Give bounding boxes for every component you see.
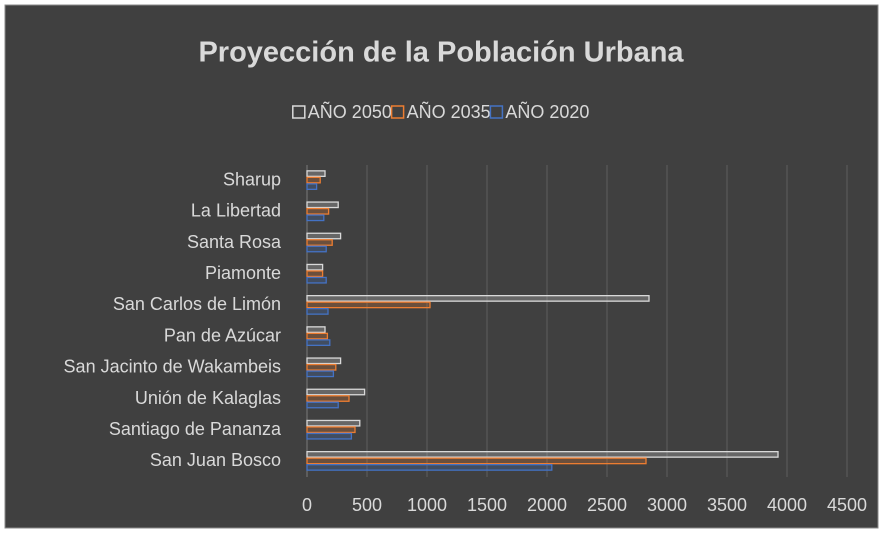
x-tick-label: 2500	[587, 495, 627, 515]
chart-title: Proyección de la Población Urbana	[198, 37, 684, 69]
x-tick-label: 0	[302, 495, 312, 515]
legend-label: AÑO 2050	[308, 101, 392, 122]
legend-swatch	[292, 105, 306, 119]
x-tick-label: 500	[352, 495, 382, 515]
bar	[306, 294, 650, 302]
y-tick-label: Santa Rosa	[187, 232, 282, 252]
bar	[306, 276, 327, 284]
x-tick-label: 1000	[407, 495, 447, 515]
y-tick-label: Sharup	[223, 169, 281, 189]
bar	[306, 332, 329, 340]
bar	[306, 183, 318, 191]
y-tick-label: Santiago de Pananza	[109, 419, 282, 439]
x-tick-label: 2000	[527, 495, 567, 515]
bar	[306, 419, 361, 427]
legend-swatch	[489, 105, 504, 119]
bar	[306, 263, 324, 271]
bar	[306, 245, 327, 253]
x-tick-label: 4500	[827, 495, 867, 515]
bar	[306, 326, 326, 334]
bar	[306, 357, 342, 365]
y-tick-label: Piamonte	[205, 263, 281, 283]
x-tick-label: 3500	[707, 495, 747, 515]
bar	[306, 201, 339, 209]
bar	[306, 463, 553, 471]
bar	[306, 401, 339, 409]
bar	[306, 239, 333, 246]
bar	[306, 395, 350, 402]
bar	[306, 370, 335, 378]
y-tick-label: San Juan Bosco	[150, 450, 281, 470]
bar	[306, 307, 329, 315]
y-tick-label: La Libertad	[191, 201, 281, 221]
bar	[306, 339, 331, 347]
y-tick-label: Pan de Azúcar	[164, 325, 281, 345]
x-tick-label: 4000	[767, 495, 807, 515]
bar	[306, 301, 431, 309]
y-tick-label: San Jacinto de Wakambeis	[64, 357, 281, 377]
bar	[306, 426, 356, 434]
y-tick-label: San Carlos de Limón	[113, 294, 281, 314]
chart-background	[4, 4, 879, 529]
legend-swatch	[390, 105, 405, 119]
bar	[306, 207, 330, 215]
bar	[306, 432, 353, 440]
bar	[306, 450, 779, 458]
bar	[306, 232, 342, 240]
legend-label: AÑO 2020	[505, 101, 589, 122]
bar	[306, 270, 324, 278]
bar	[306, 214, 325, 222]
bar	[306, 457, 647, 465]
y-tick-label: Unión de Kalaglas	[135, 388, 281, 408]
x-tick-label: 1500	[467, 495, 507, 515]
x-tick-label: 3000	[647, 495, 687, 515]
bar	[306, 170, 326, 178]
bar	[306, 388, 366, 396]
bar	[306, 363, 337, 371]
legend-label: AÑO 2035	[407, 101, 491, 122]
bar	[306, 176, 321, 184]
